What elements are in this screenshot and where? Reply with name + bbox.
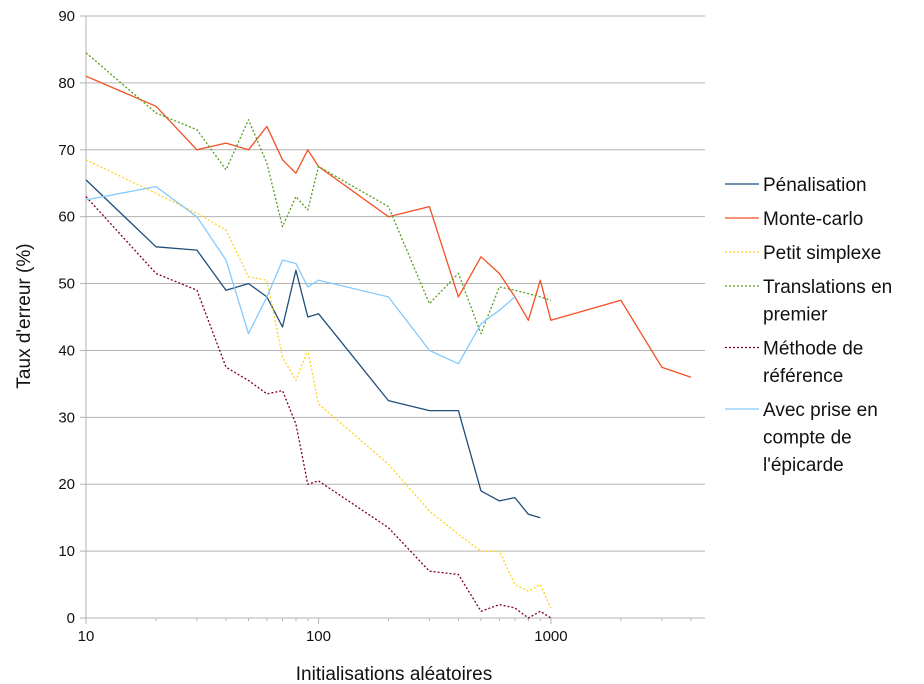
- x-axis-title: Initialisations aléatoires: [296, 664, 492, 684]
- legend-label: référence: [763, 366, 843, 387]
- legend-label: premier: [763, 305, 828, 326]
- y-tick-label: 50: [58, 276, 75, 293]
- legend-label: Translations en: [763, 277, 892, 298]
- gridlines: [86, 15, 705, 552]
- x-tick-labels: 10 100 1000: [78, 628, 568, 645]
- y-tick-label: 0: [67, 610, 75, 627]
- y-tick-labels: 0 10 20 30 40 50 60 70 80 90: [58, 8, 75, 627]
- x-tick-label: 10: [78, 628, 95, 645]
- x-tick-label: 1000: [534, 628, 567, 645]
- series-line-4: [85, 52, 552, 335]
- y-tick-label: 80: [58, 75, 75, 92]
- legend-label: Petit simplexe: [763, 243, 881, 264]
- legend-label: compte de: [763, 428, 852, 449]
- series-line-5: [85, 196, 552, 619]
- series-line-3: [85, 159, 552, 609]
- legend-label: Méthode de: [763, 339, 863, 360]
- legend-label: Monte-carlo: [763, 209, 863, 230]
- y-tick-label: 30: [58, 409, 75, 426]
- series-line-6: [85, 185, 516, 365]
- y-tick-label: 10: [58, 543, 75, 560]
- legend: Pénalisation Monte-carlo Petit simplexe Tra…: [725, 175, 892, 476]
- series-lines: [85, 52, 692, 619]
- y-tick-label: 70: [58, 142, 75, 159]
- series-line-2: [85, 75, 692, 378]
- y-tick-label: 20: [58, 476, 75, 493]
- y-tick-label: 40: [58, 342, 75, 359]
- legend-label: l'épicarde: [763, 455, 844, 476]
- legend-label: Pénalisation: [763, 175, 867, 196]
- y-tick-label: 60: [58, 209, 75, 226]
- y-axis-title: Taux d'erreur (%): [14, 243, 35, 388]
- series-line-1: [85, 179, 541, 519]
- axes: [80, 15, 705, 624]
- x-tick-label: 100: [306, 628, 331, 645]
- legend-label: Avec prise en: [763, 400, 878, 421]
- y-tick-label: 90: [58, 8, 75, 25]
